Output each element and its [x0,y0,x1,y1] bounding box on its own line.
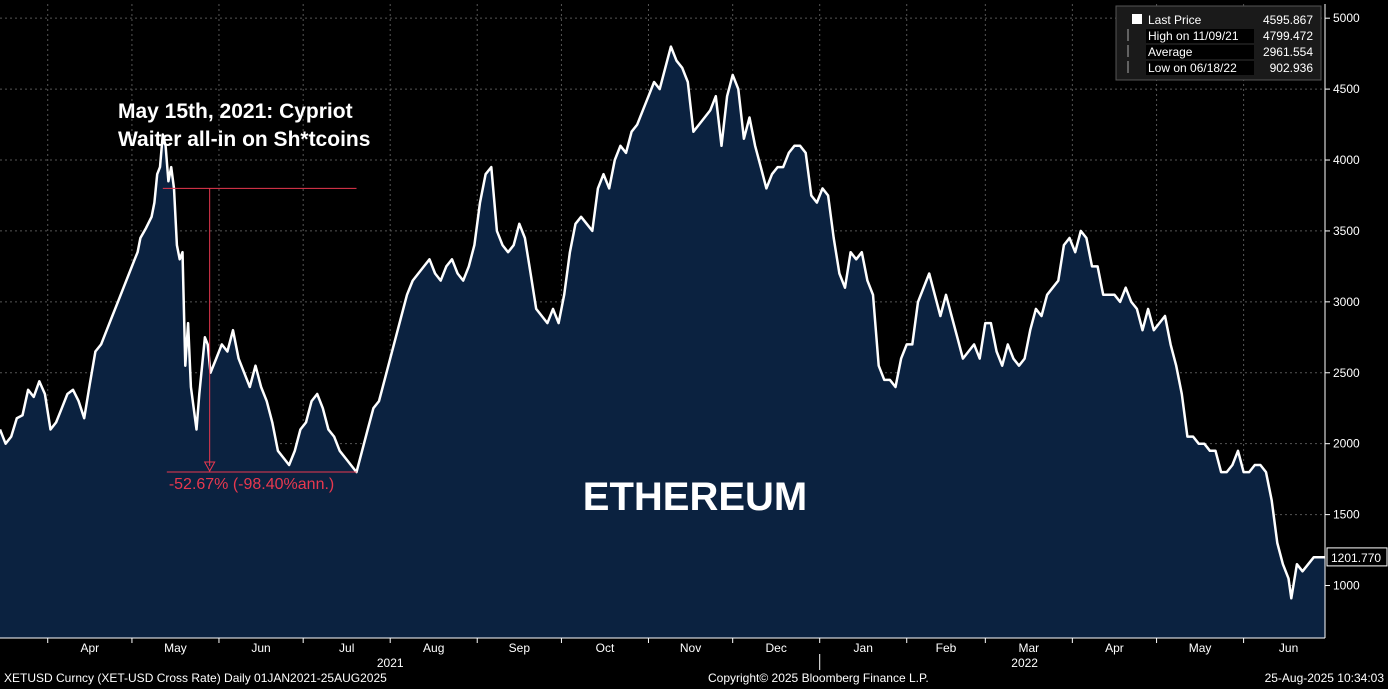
last-value-label: 1201.770 [1326,547,1388,567]
x-axis: Apr May Jun Jul Aug Sep Oct Nov Dec Jan Feb Mar Apr M… [0,637,1325,670]
x-tick-label: Sep [509,641,531,655]
legend-value: 4799.472 [1263,29,1313,43]
last-value-box [1326,547,1388,567]
legend-label: Low on 06/18/22 [1148,61,1237,75]
legend: Last Price 4595.867 High on 11/09/21 4799.4… [1115,5,1322,81]
y-tick-label: 4000 [1333,153,1360,167]
price-line [0,45,1325,600]
legend-swatch [1132,14,1142,24]
footer-copyright: Copyright© 2025 Bloomberg Finance L.P. [708,671,929,685]
x-tick-label: Nov [680,641,701,655]
annotation-title-line: Waiter all-in on Sh*tcoins [118,128,370,151]
chart-title: ETHEREUM [583,475,807,519]
y-tick-label: 3000 [1333,295,1360,309]
annotation-title-line: May 15th, 2021: Cypriot [118,100,353,123]
x-tick-label: Dec [766,641,787,655]
year-label: 2022 [1011,656,1038,670]
legend-label: Average [1148,45,1193,59]
y-tick-label: 3500 [1333,224,1360,238]
annotation-measure-label: -52.67% (-98.40%ann.) [169,476,334,493]
y-tick-label: 2500 [1333,366,1360,380]
year-label: 2021 [377,656,404,670]
x-tick-label: May [1189,641,1212,655]
x-tick-label: Feb [936,641,957,655]
y-tick-label: 2000 [1333,437,1360,451]
x-tick-label: Jan [854,641,873,655]
footer-timestamp: 25-Aug-2025 10:34:03 [1264,671,1384,685]
x-tick-label: Jun [1279,641,1298,655]
legend-value: 4595.867 [1263,13,1313,27]
legend-value: 2961.554 [1263,45,1313,59]
price-area-fill [0,46,1325,639]
last-value-text: 1201.770 [1331,551,1381,565]
x-tick-label: Oct [596,641,615,655]
x-tick-label: Mar [1019,641,1040,655]
x-tick-label: Jul [339,641,354,655]
legend-value: 902.936 [1270,61,1314,75]
y-tick-label: 1500 [1333,508,1360,522]
legend-label-bg [1146,61,1254,75]
x-tick-label: Jun [251,641,270,655]
legend-label-bg [1146,29,1254,43]
y-tick-label: 1000 [1333,579,1360,593]
drawdown-annotation: -52.67% (-98.40%ann.) May 15th, 2021: Cyp… [118,100,370,493]
footer-security-info: XETUSD Curncy (XET-USD Cross Rate) Daily… [4,671,387,685]
legend-label-bg [1146,45,1254,59]
x-tick-label: Apr [1105,641,1124,655]
x-tick-label: May [164,641,187,655]
legend-label: High on 11/09/21 [1148,29,1239,43]
y-tick-label: 5000 [1333,11,1360,25]
y-axis: 1000 1500 2000 2500 3000 3500 4000 4500 5000 [1324,4,1360,638]
legend-label: Last Price [1148,13,1202,27]
y-tick-label: 4500 [1333,82,1360,96]
x-tick-label: Aug [423,641,444,655]
annotation-arrow-head [203,461,216,473]
x-tick-label: Apr [80,641,99,655]
